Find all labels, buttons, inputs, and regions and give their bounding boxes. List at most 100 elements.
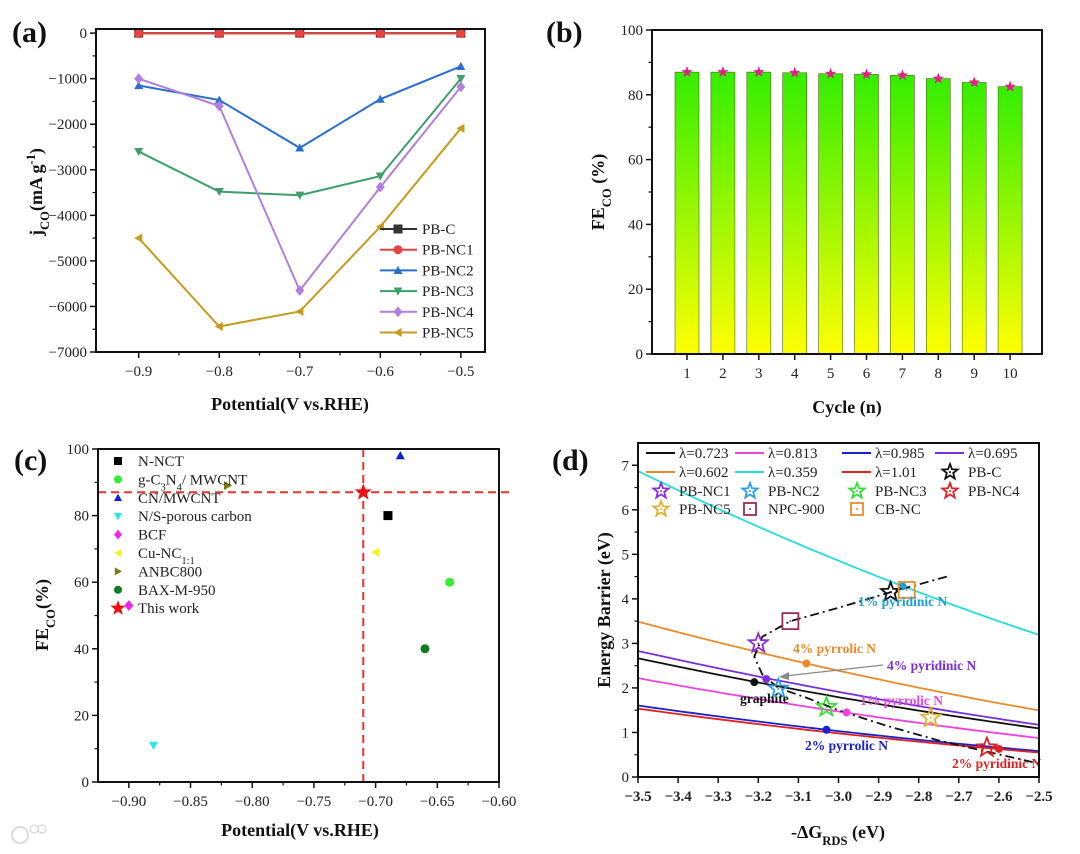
series-pb-nc3: [134, 75, 466, 200]
legend-marker: [939, 480, 961, 500]
label-part: N: [166, 472, 177, 488]
legend-label: λ=1.01: [875, 465, 917, 481]
bar: [674, 71, 700, 355]
x-tick-label: 2: [719, 366, 727, 382]
label-part: j: [26, 230, 46, 237]
label-part: CO: [600, 188, 614, 207]
lambda-curve-0.602: [638, 620, 1039, 712]
y-tick-label: 40: [74, 642, 89, 658]
lambda-curve-0.813: [638, 677, 1039, 739]
y-axis-title: FECO (%): [588, 154, 614, 230]
legend-marker: [114, 549, 122, 557]
legend-marker: [939, 461, 961, 481]
bar: [961, 82, 987, 355]
data-point: [214, 188, 224, 197]
series-line: [137, 127, 462, 328]
y-tick-label: 100: [621, 23, 644, 39]
x-tick-label: 1: [683, 366, 691, 382]
label-part: BCF: [138, 528, 166, 544]
x-tick-label: −0.85: [173, 794, 208, 810]
lambda-curve-1.01: [638, 707, 1039, 754]
legend-marker: [743, 502, 757, 516]
data-point: [295, 29, 305, 39]
y-tick-label: 0: [82, 775, 90, 791]
data-point: [295, 143, 305, 152]
x-tick-label: −0.8: [206, 364, 233, 380]
x-tick-label: −0.70: [358, 794, 393, 810]
data-point: [456, 61, 466, 70]
y-tick-label: 60: [74, 575, 89, 591]
reference-point: [750, 678, 759, 687]
legend-marker-center: [749, 490, 751, 492]
y-tick-label: −4000: [49, 208, 87, 224]
x-tick-label: −2.7: [945, 789, 973, 805]
y-axis-title: jCO(mA g-1): [24, 148, 52, 237]
series-line: [138, 77, 462, 293]
series-pb-nc5: [134, 123, 465, 331]
label-part: CN/MWCNT: [138, 491, 221, 507]
x-tick-label: −0.60: [482, 794, 517, 810]
bar-cycle-9: 9: [961, 76, 987, 382]
annotation-label: graphite: [740, 691, 789, 706]
label-part: (mA g: [26, 165, 47, 212]
series-line: [138, 78, 462, 197]
label-part: g-C: [138, 472, 161, 488]
legend-label: λ=0.813: [768, 446, 817, 462]
data-point: [214, 29, 224, 39]
data-point: [456, 81, 466, 93]
legend-marker: [650, 480, 672, 500]
bar: [818, 73, 843, 355]
label-part: N-NCT: [138, 454, 184, 470]
legend-label: ANBC800: [138, 564, 202, 580]
x-tick-label: −2.9: [865, 789, 892, 805]
x-axis-title: -ΔGRDS (eV): [791, 822, 885, 848]
x-tick-label: 10: [1003, 366, 1018, 382]
label-part: CO: [38, 211, 52, 230]
legend-marker-center: [749, 508, 751, 510]
lambda-curve-0.723: [638, 657, 1039, 730]
legend-label: PB-NC5: [422, 326, 474, 342]
legend-a: PB-C PB-NC1 PB-NC2 PB-NC3 PB-NC4 PB-NC5: [380, 222, 474, 342]
legend-label: BAX-M-950: [138, 583, 216, 599]
legend-label: BCF: [138, 528, 166, 544]
annotation-label: 4% pyrrolic N: [793, 641, 876, 656]
label-part: Cu-NC: [138, 546, 181, 562]
y-tick-label: 6: [622, 503, 630, 519]
bar-cycle-3: 3: [746, 66, 772, 382]
sample-pb-nc1: [746, 630, 771, 654]
sample-pb-c: [878, 579, 903, 603]
point-cn-mwcnt: [395, 451, 405, 460]
data-point: [134, 73, 144, 85]
y-axis-title: FECO(%): [32, 579, 58, 651]
x-tick-label: −2.5: [1025, 789, 1052, 805]
y-tick-label: 5: [622, 547, 630, 563]
legend-label: PB-NC3: [422, 284, 474, 300]
legend-d: λ=0.723 λ=0.813 λ=0.985 λ=0.695 λ=0.602 λ=0.3…: [646, 446, 1020, 518]
watermark-logo: [11, 824, 47, 844]
chart-d: graphite 4% pyridinic N 4% pyrrolic N 1% py…: [594, 442, 1053, 848]
legend-label: PB-NC3: [875, 484, 927, 500]
plot-frame: [95, 28, 486, 353]
bar: [997, 86, 1023, 355]
legend-label: N/S-porous carbon: [138, 509, 252, 525]
annotation-label: 1% pyridinic N: [858, 594, 948, 609]
x-tick-label: −0.6: [367, 364, 395, 380]
legend-label: PB-C: [968, 465, 1001, 481]
reference-point: [802, 659, 811, 668]
bar-cycle-8: 8: [925, 72, 951, 382]
legend-marker-center: [660, 508, 662, 510]
bar-cycle-6: 6: [854, 68, 879, 382]
legend-label: Cu-NC1:1: [138, 546, 195, 567]
point-bcf: [124, 600, 134, 611]
point-n-s-porous-carbon: [149, 741, 159, 750]
data-point: [295, 285, 305, 296]
label-part: FE: [32, 628, 52, 651]
x-tick-label: −3.4: [664, 789, 692, 805]
y-tick-label: 80: [628, 88, 643, 104]
y-tick-label: 20: [74, 708, 89, 724]
data-point: [456, 29, 466, 39]
label-part: FE: [588, 207, 608, 230]
label-part: (eV): [848, 822, 885, 843]
reference-point: [762, 675, 771, 684]
legend-marker: [393, 224, 403, 234]
